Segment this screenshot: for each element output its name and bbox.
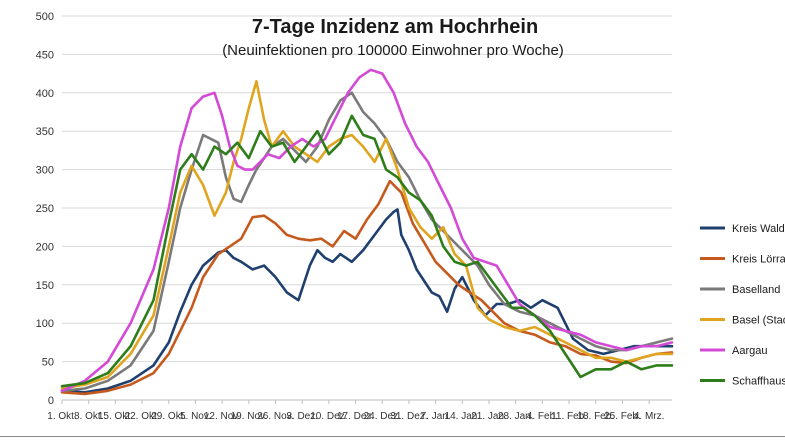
series-line-baselland (60, 91, 674, 393)
x-tick-label: 3. Dez. (286, 411, 318, 422)
legend-label: Aargau (732, 345, 767, 357)
x-tick-label: 28. Jan. (498, 411, 534, 422)
x-tick-label: 19. Nov. (231, 411, 268, 422)
legend-label: Kreis Lörrach (732, 254, 785, 266)
x-tick-label: 4. Feb. (527, 411, 558, 422)
x-tick-label: 4. Mrz. (634, 411, 665, 422)
x-tick-label: 5. Nov. (180, 411, 211, 422)
x-tick-label: 11. Feb. (551, 411, 587, 422)
y-tick-label: 250 (36, 203, 54, 215)
series-line-aargau (60, 68, 674, 393)
chart-title: 7-Tage Inzidenz am Hochrhein (252, 16, 538, 38)
y-tick-label: 450 (36, 49, 54, 61)
y-tick-label: 50 (42, 357, 54, 369)
series-line-basel-stadt- (60, 80, 674, 390)
y-tick-label: 150 (36, 280, 54, 292)
x-tick-label: 22. Okt. (125, 411, 160, 422)
x-tick-label: 7. Jan. (421, 411, 451, 422)
x-tick-label: 25. Feb. (604, 411, 641, 422)
x-tick-label: 17. Dez. (337, 411, 374, 422)
x-tick-label: 26. Nov. (257, 411, 294, 422)
y-tick-label: 200 (36, 241, 54, 253)
x-tick-label: 12. Nov. (204, 411, 241, 422)
legend: Kreis Waldshut Kreis Lörrach Baselland Base… (700, 223, 785, 388)
x-tick-label: 8. Okt. (74, 411, 103, 422)
legend-label: Basel (Stadt) (732, 315, 785, 327)
x-tick-label: 24. Dez. (364, 411, 401, 422)
x-tick-label: 31. Dez. (390, 411, 427, 422)
series-line-kreis-waldshut (60, 208, 674, 394)
legend-label: Kreis Waldshut (732, 223, 785, 235)
legend-label: Schaffhausen (732, 376, 785, 388)
x-tick-label: 10. Dez. (310, 411, 347, 422)
x-tick-label: 21. Jan. (471, 411, 507, 422)
y-tick-label: 500 (36, 11, 54, 23)
y-tick-label: 100 (36, 318, 54, 330)
chart-subtitle: (Neuinfektionen pro 100000 Einwohner pro… (222, 42, 564, 59)
y-tick-label: 0 (48, 395, 54, 407)
y-tick-label: 400 (36, 88, 54, 100)
y-tick-label: 300 (36, 165, 54, 177)
x-tick-label: 29. Okt. (151, 411, 186, 422)
x-tick-label: 1. Okt. (47, 411, 76, 422)
series-line-schaffhausen (60, 114, 674, 388)
axes: 0 50 100 150 200 250 300 350 400 450 500 1. Okt.8. … (36, 11, 672, 422)
series-lines (60, 68, 674, 396)
y-tick-label: 350 (36, 126, 54, 138)
x-tick-label: 14. Jan. (445, 411, 481, 422)
x-tick-label: 18. Feb. (577, 411, 614, 422)
x-tick-label: 15. Okt. (98, 411, 133, 422)
legend-label: Baselland (732, 284, 780, 296)
bottom-divider (0, 436, 785, 437)
